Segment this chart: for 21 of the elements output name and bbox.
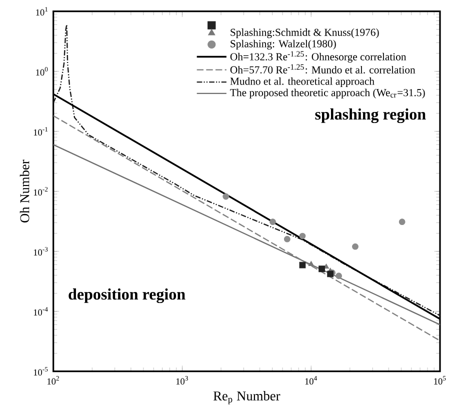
x-tick-label: 10$^{4}$ — [305, 376, 318, 385]
y-axis-title: Oh Number — [20, 160, 30, 222]
y-tick-label: 10$^{-2}$ — [34, 187, 48, 196]
legend-label: Oh=132.3 Re$^{-1.25}$: Ohnesorge correlation — [230, 51, 406, 63]
y-tick-label: 10$^{0}$ — [36, 67, 48, 76]
y-tick-label: 10$^{-3}$ — [34, 247, 48, 256]
legend-label: The proposed theoretic approach (We$_{cr}$=31.5) — [230, 88, 425, 98]
x-tick-label: 10$^{3}$ — [176, 376, 188, 385]
y-tick-label: 10$^{-1}$ — [34, 127, 48, 136]
x-axis-title: Re$_{p}$ Number — [213, 391, 280, 404]
legend-label: Oh=57.70 Re$^{-1.25}$: Mundo et al. correlation — [230, 64, 416, 74]
annotation: splashing region — [315, 108, 426, 124]
x-tick-label: 10$^{5}$ — [434, 376, 446, 385]
x-tick-label: 10$^{2}$ — [47, 376, 59, 385]
annotation: deposition region — [68, 288, 186, 304]
legend-label: Splashing: Walzel(1980) — [230, 40, 336, 50]
legend-label: Mudno et al. theoretical approach — [230, 77, 374, 88]
legend-label: Splashing:Schmidt & Knuss(1976) — [230, 28, 379, 38]
y-tick-label: 10$^{-4}$ — [34, 307, 48, 316]
y-tick-label: 10$^{1}$ — [36, 7, 48, 16]
y-tick-label: 10$^{-5}$ — [34, 367, 48, 376]
